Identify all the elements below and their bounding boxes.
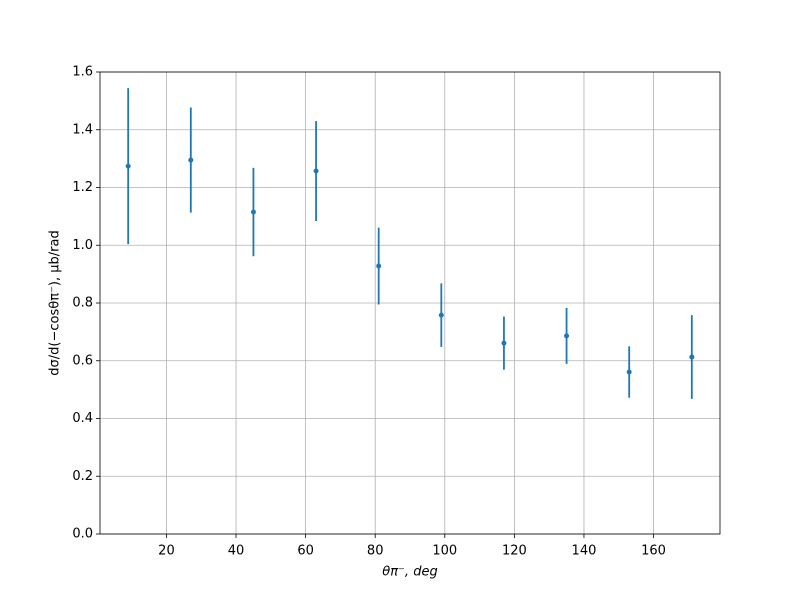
y-tick-label: 1.4: [72, 122, 93, 137]
x-tick-label: 100: [432, 544, 457, 559]
y-tick-label: 0.0: [72, 527, 93, 542]
y-tick-label: 0.2: [72, 469, 93, 484]
y-axis-label: dσ/d(−cosθπ⁻), μb/rad: [48, 230, 63, 375]
data-point: [501, 340, 507, 346]
x-tick-label: 160: [641, 544, 666, 559]
x-tick-label: 140: [572, 544, 597, 559]
x-tick-label: 20: [158, 544, 175, 559]
plot-frame: [99, 71, 721, 535]
x-tick-label: 120: [502, 544, 527, 559]
data-point: [376, 263, 382, 269]
y-tick-label: 0.8: [72, 296, 93, 311]
y-tick-label: 0.4: [72, 411, 93, 426]
y-tick-label: 1.2: [72, 180, 93, 195]
x-tick-label: 80: [367, 544, 384, 559]
data-point: [188, 157, 194, 163]
y-tick-label: 1.0: [72, 238, 93, 253]
y-tick-label: 0.6: [72, 353, 93, 368]
data-point: [564, 333, 570, 339]
data-point: [438, 312, 444, 318]
data-point: [689, 354, 695, 360]
data-point: [313, 168, 319, 174]
y-tick-label: 1.6: [72, 65, 93, 80]
data-point: [626, 369, 632, 375]
x-tick-label: 40: [228, 544, 245, 559]
data-point: [125, 163, 131, 169]
x-tick-label: 60: [297, 544, 314, 559]
x-axis-label: θπ⁻, deg: [382, 565, 437, 580]
data-point: [250, 209, 256, 215]
